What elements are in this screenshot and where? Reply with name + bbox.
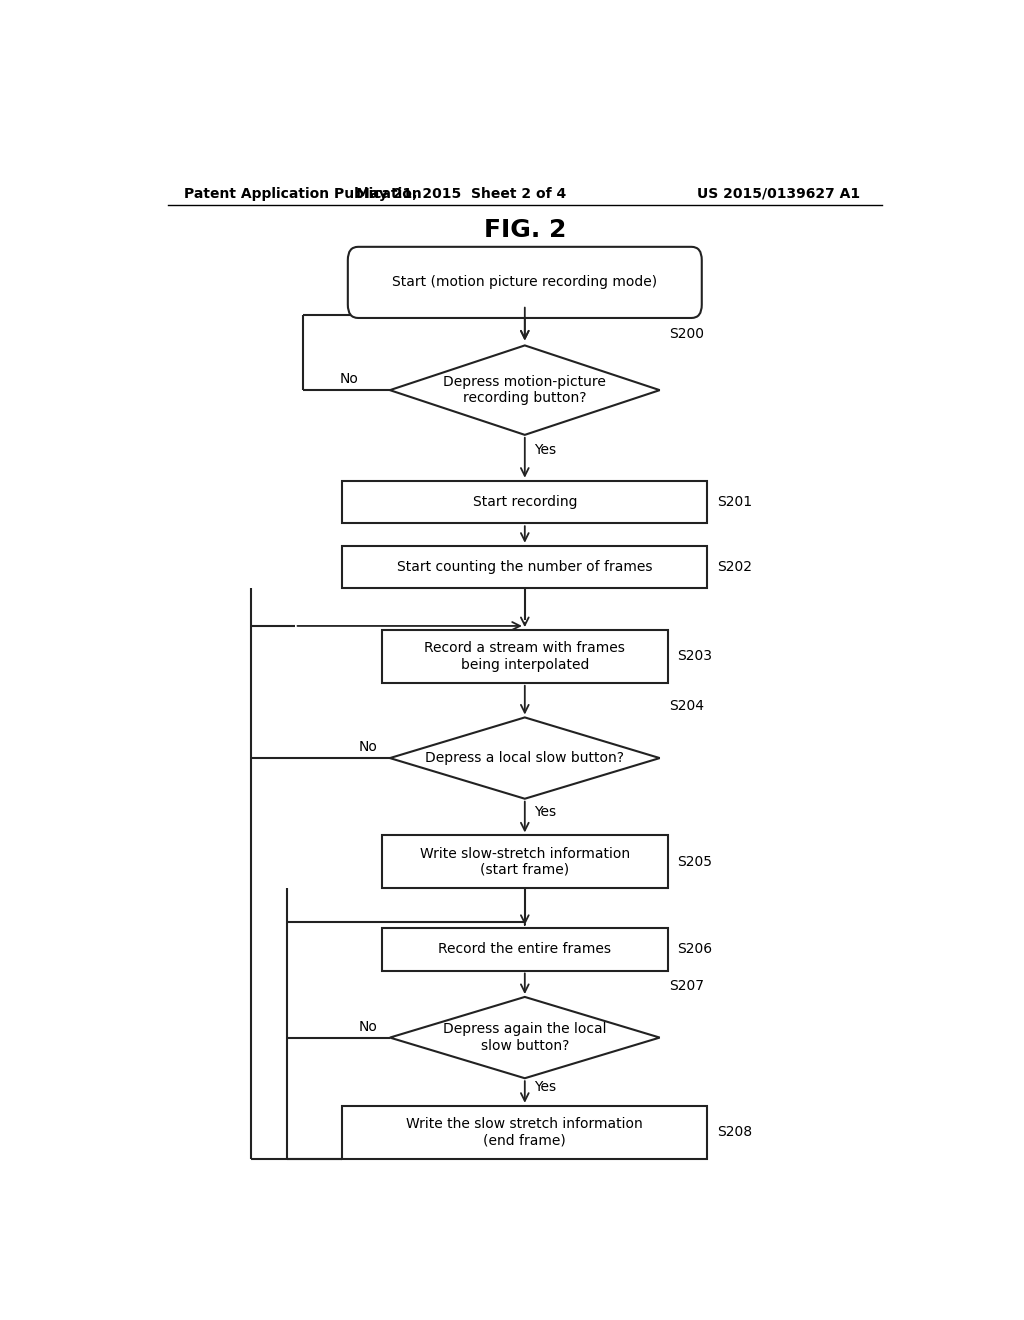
Text: Yes: Yes <box>535 1080 556 1094</box>
Text: FIG. 2: FIG. 2 <box>483 218 566 242</box>
Text: No: No <box>359 1019 378 1034</box>
Text: S201: S201 <box>717 495 752 510</box>
Text: US 2015/0139627 A1: US 2015/0139627 A1 <box>697 187 860 201</box>
Bar <box>342 545 708 589</box>
Text: S202: S202 <box>717 560 752 574</box>
Text: Write slow-stretch information
(start frame): Write slow-stretch information (start fr… <box>420 846 630 876</box>
Text: Start recording: Start recording <box>472 495 578 510</box>
Text: S200: S200 <box>670 327 705 342</box>
Text: S206: S206 <box>677 942 713 956</box>
Text: S205: S205 <box>677 855 712 869</box>
Bar <box>382 836 668 888</box>
Text: Write the slow stretch information
(end frame): Write the slow stretch information (end … <box>407 1117 643 1147</box>
Text: S207: S207 <box>670 979 705 993</box>
Text: Start (motion picture recording mode): Start (motion picture recording mode) <box>392 276 657 289</box>
Text: S208: S208 <box>717 1125 752 1139</box>
Bar <box>382 928 668 970</box>
Text: Patent Application Publication: Patent Application Publication <box>183 187 421 201</box>
Text: Depress again the local
slow button?: Depress again the local slow button? <box>443 1023 606 1052</box>
Text: Yes: Yes <box>535 442 556 457</box>
Text: Depress a local slow button?: Depress a local slow button? <box>425 751 625 766</box>
Bar <box>382 630 668 682</box>
FancyBboxPatch shape <box>348 247 701 318</box>
Text: No: No <box>359 741 378 754</box>
Polygon shape <box>390 346 659 434</box>
Text: Start counting the number of frames: Start counting the number of frames <box>397 560 652 574</box>
Polygon shape <box>390 997 659 1078</box>
Bar <box>342 1106 708 1159</box>
Text: Record a stream with frames
being interpolated: Record a stream with frames being interp… <box>424 642 626 672</box>
Bar <box>342 480 708 523</box>
Polygon shape <box>390 718 659 799</box>
Text: Depress motion-picture
recording button?: Depress motion-picture recording button? <box>443 375 606 405</box>
Text: Yes: Yes <box>535 805 556 818</box>
Text: No: No <box>339 372 358 385</box>
Text: S204: S204 <box>670 700 705 713</box>
Text: Record the entire frames: Record the entire frames <box>438 942 611 956</box>
Text: S203: S203 <box>677 649 712 664</box>
Text: May 21, 2015  Sheet 2 of 4: May 21, 2015 Sheet 2 of 4 <box>356 187 566 201</box>
